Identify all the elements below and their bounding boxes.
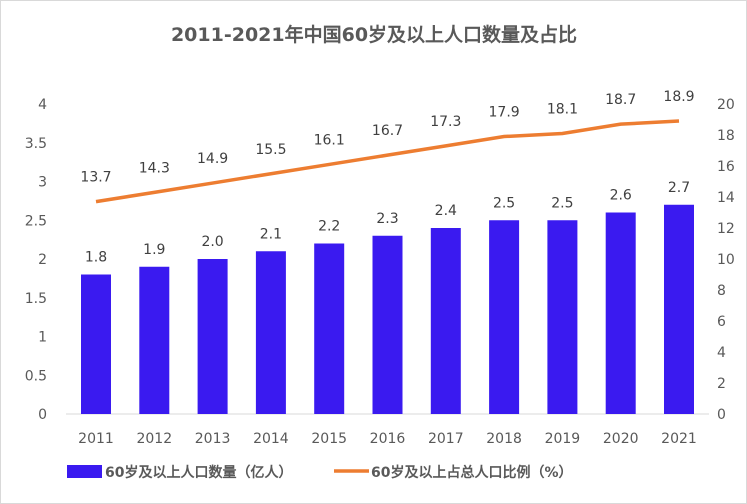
bar-data-label: 2.4: [435, 203, 457, 219]
y-right-tick: 6: [717, 314, 726, 330]
bar: [605, 212, 636, 414]
y-left-tick: 2.5: [25, 213, 47, 229]
line-data-label: 18.7: [605, 92, 636, 108]
x-tick: 2011: [78, 431, 114, 447]
bar-data-label: 2.7: [668, 180, 690, 196]
bar: [430, 228, 461, 414]
y-right-tick: 4: [717, 345, 726, 361]
x-tick: 2014: [253, 431, 289, 447]
line-data-label: 15.5: [255, 142, 286, 158]
legend-swatch-bar: [67, 465, 102, 478]
x-tick: 2013: [195, 431, 231, 447]
x-tick: 2016: [370, 431, 406, 447]
bar-data-label: 2.2: [318, 219, 340, 235]
bar-data-label: 1.8: [85, 250, 107, 266]
line-series: [95, 119, 680, 204]
chart-title: 2011-2021年中国60岁及以上人口数量及占比: [171, 23, 577, 46]
bar: [139, 266, 170, 414]
x-tick: 2017: [428, 431, 464, 447]
bar: [81, 274, 111, 414]
x-tick: 2020: [603, 431, 639, 447]
x-tick: 2015: [311, 431, 347, 447]
legend-label-bar: 60岁及以上人口数量（亿人）: [105, 464, 292, 481]
y-right-tick: 12: [717, 221, 735, 237]
y-left-tick: 1.5: [25, 291, 47, 307]
bar: [255, 251, 286, 414]
line-data-label: 16.7: [372, 123, 403, 139]
y-left-tick: 1: [38, 330, 47, 346]
y-left-tick: 0: [38, 407, 47, 423]
y-right-tick: 16: [717, 159, 735, 175]
line-data-label: 17.3: [430, 114, 461, 130]
line-data-label: 13.7: [80, 170, 111, 186]
bar: [489, 220, 520, 414]
x-tick: 2021: [661, 431, 697, 447]
bar-data-label: 2.5: [551, 195, 573, 211]
x-tick: 2019: [545, 431, 581, 447]
y-right-tick: 10: [717, 252, 735, 268]
y-left-tick: 3.5: [25, 136, 47, 152]
legend-label-line: 60岁及以上占总人口比例（%）: [371, 464, 573, 481]
x-tick: 2012: [136, 431, 172, 447]
y-right-tick: 2: [717, 376, 726, 392]
y-right-tick: 14: [717, 190, 735, 206]
bar-data-label: 2.5: [493, 195, 515, 211]
bar-data-label: 2.6: [610, 188, 632, 204]
bar-data-label: 2.3: [376, 211, 398, 227]
line-data-label: 18.1: [547, 101, 578, 117]
y-left-tick: 3: [38, 175, 47, 191]
bar: [314, 243, 345, 414]
line-data-label: 14.3: [139, 160, 170, 176]
y-right-tick: 20: [717, 97, 735, 113]
bar-data-label: 1.9: [143, 242, 165, 258]
bar: [664, 204, 694, 414]
line-data-label: 16.1: [314, 132, 345, 148]
y-right-tick: 8: [717, 283, 726, 299]
y-left-tick: 0.5: [25, 368, 47, 384]
bar: [197, 259, 228, 414]
y-right-tick: 18: [717, 128, 735, 144]
y-right-tick: 0: [717, 407, 726, 423]
line-data-label: 17.9: [489, 105, 520, 121]
line-data-label: 18.9: [663, 89, 694, 105]
bar-data-label: 2.1: [260, 226, 282, 242]
y-left-tick: 4: [38, 97, 47, 113]
y-left-tick: 2: [38, 252, 47, 268]
line-data-label: 14.9: [197, 151, 228, 167]
bar: [547, 220, 578, 414]
x-tick: 2018: [486, 431, 522, 447]
bar: [372, 235, 403, 414]
bar-data-label: 2.0: [201, 234, 223, 250]
